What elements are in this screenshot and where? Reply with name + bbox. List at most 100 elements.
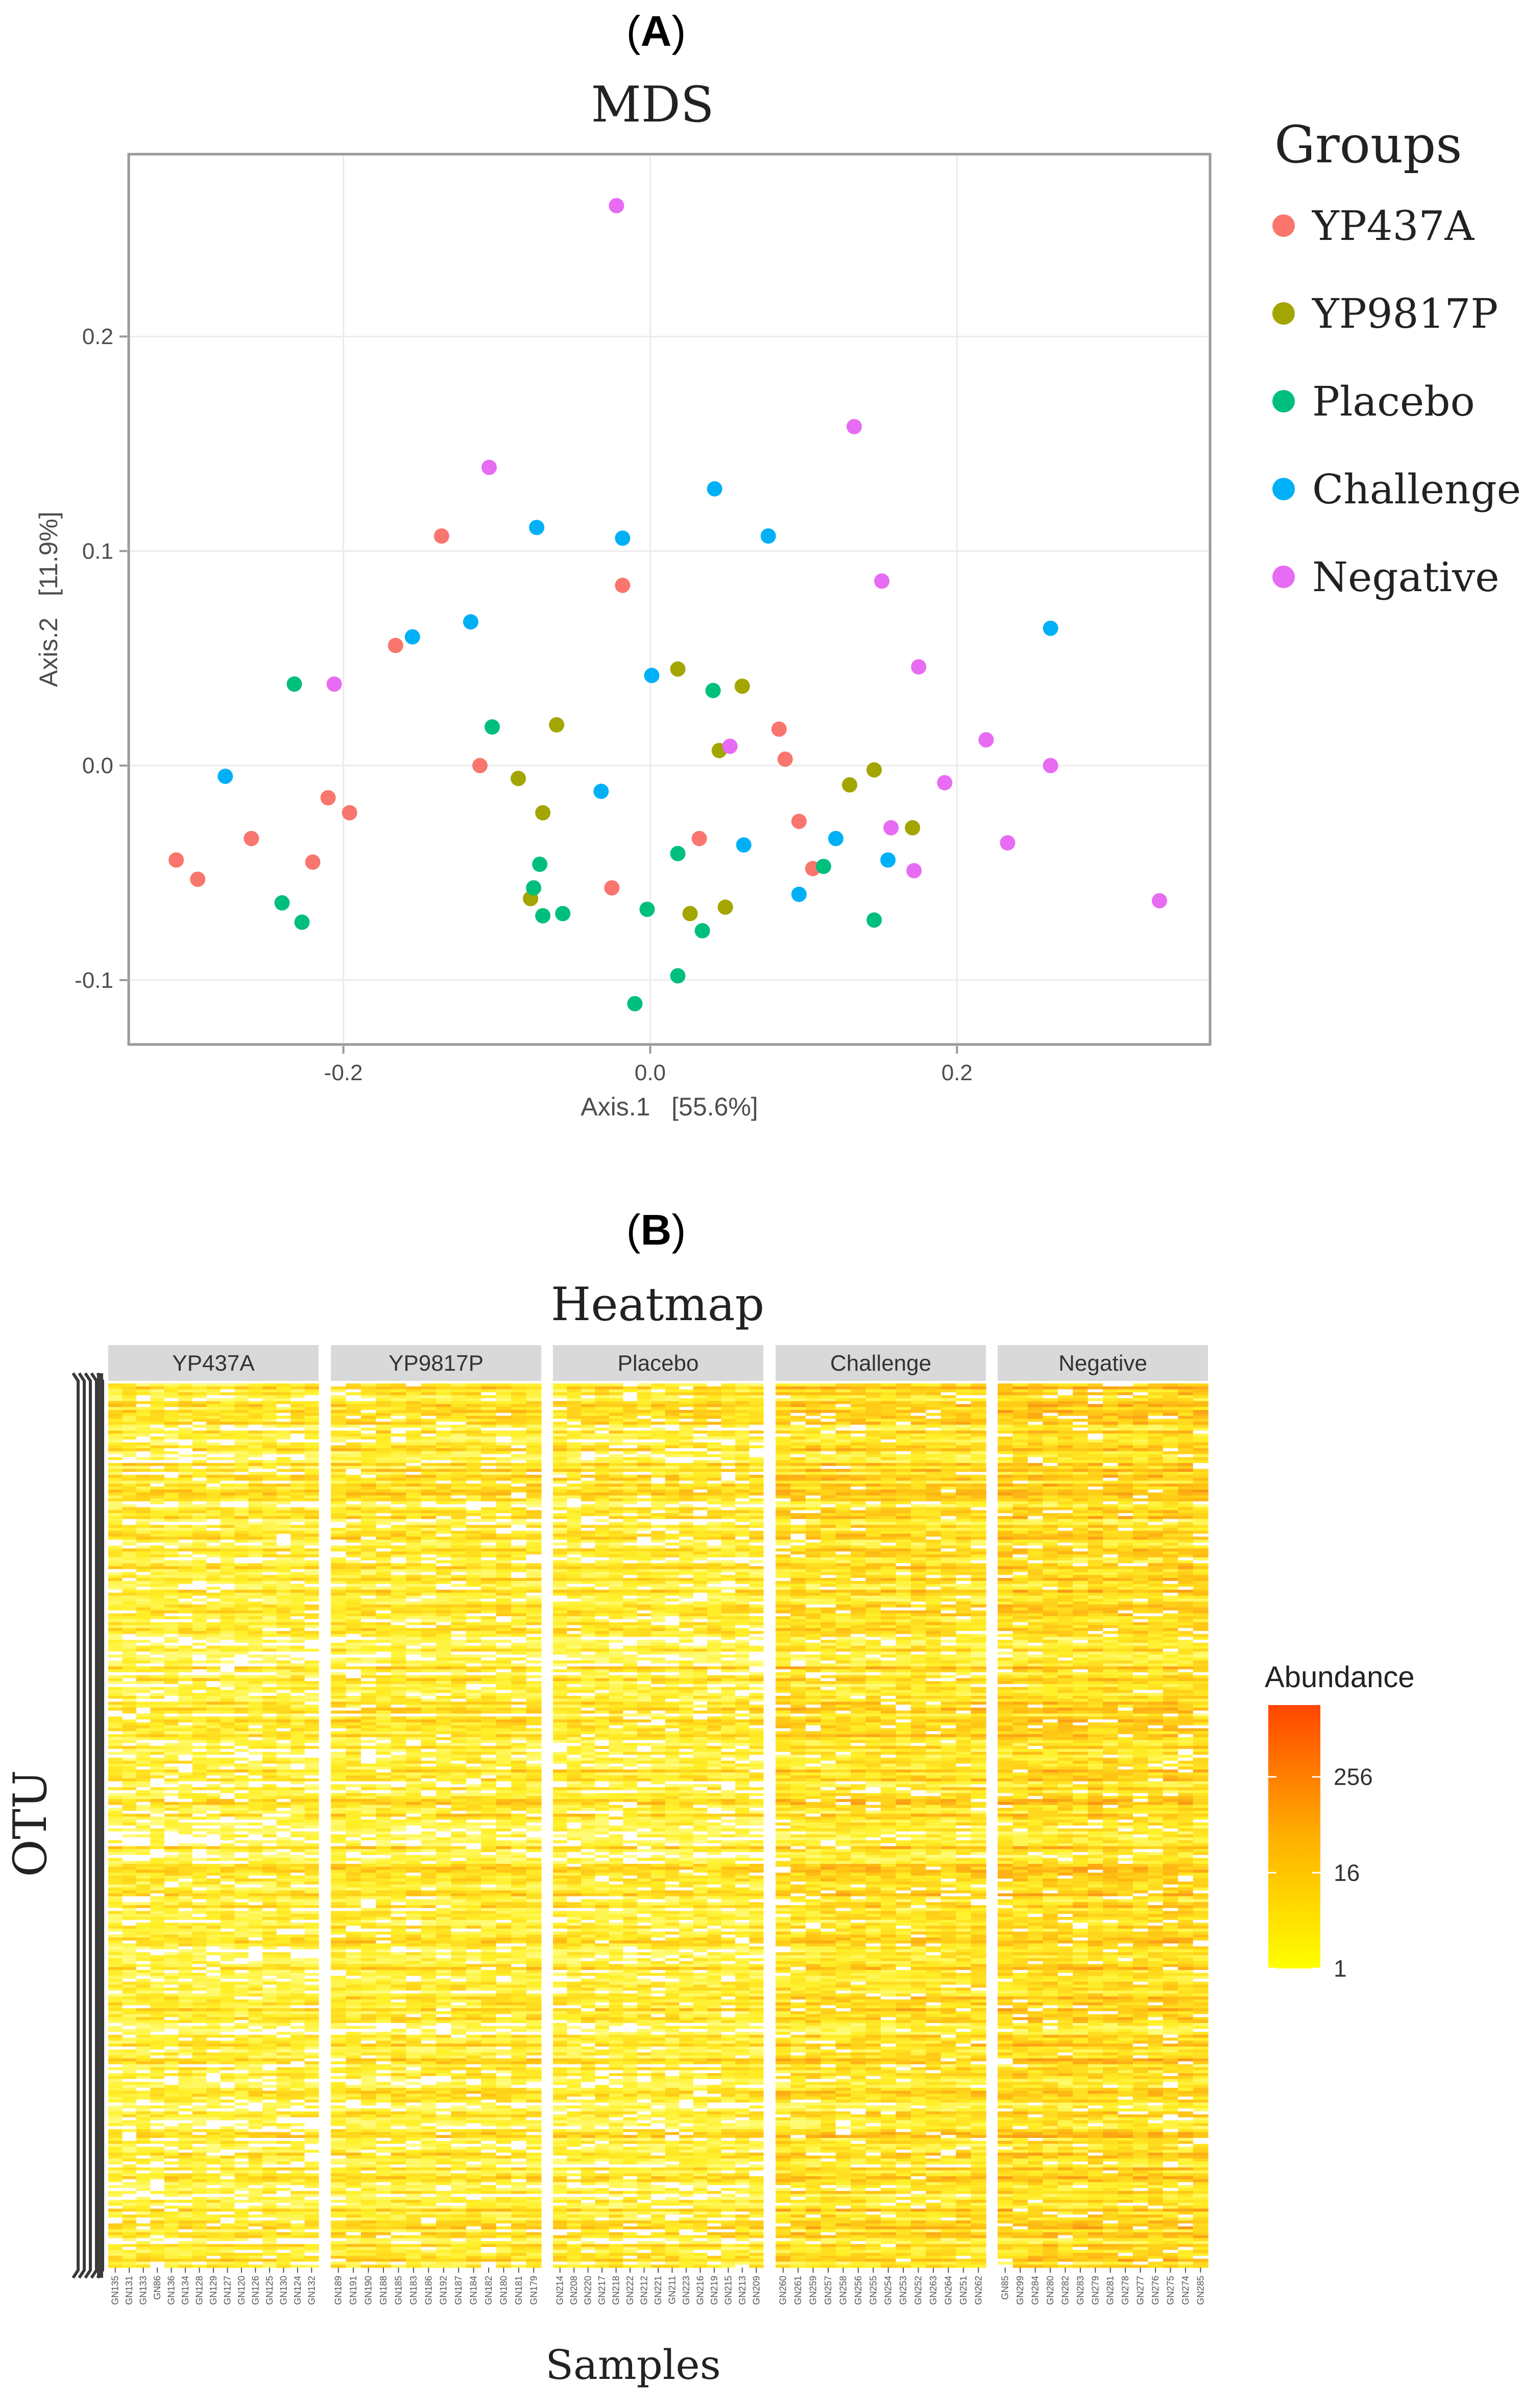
heatmap-cell [277,1493,291,1496]
heatmap-cell [305,1693,319,1696]
point-yp437a [604,880,619,895]
heatmap-cell [262,1475,277,1478]
heatmap-cell [262,1646,277,1649]
heatmap-cell [192,1681,207,1684]
heatmap-cell [221,1563,235,1566]
heatmap-cell [291,1637,305,1640]
heatmap-cell [136,1672,151,1675]
heatmap-cell [150,1658,164,1661]
point-placebo [695,923,710,938]
heatmap-cell [249,1593,263,1596]
heatmap-cell [192,1419,207,1422]
legend-item-yp9817p: YP9817P [1272,290,1498,337]
heatmap-cell [305,1534,319,1537]
heatmap-cell [249,1546,263,1549]
heatmap-cell [291,1587,305,1590]
heatmap-cell [178,1649,192,1652]
heatmap-cell [234,1631,249,1634]
heatmap-cell [164,1558,179,1561]
heatmap-cell [305,1448,319,1451]
heatmap-cell [164,1578,179,1581]
heatmap-cell [249,1410,263,1413]
heatmap-cell [262,1604,277,1608]
heatmap-cell [136,1528,151,1531]
heatmap-cell [249,1634,263,1637]
heatmap-cell [178,1537,192,1540]
heatmap-cell [206,1442,221,1445]
heatmap-cell [136,1616,151,1619]
heatmap-cell [136,1575,151,1578]
heatmap-cell [221,1413,235,1416]
point-negative [722,739,738,754]
heatmap-cell [136,1637,151,1640]
heatmap-cell [305,1433,319,1437]
heatmap-cell [221,1619,235,1622]
heatmap-cell [262,1451,277,1454]
heatmap-cell [262,1425,277,1428]
heatmap-cell [277,1413,291,1416]
heatmap-cell [206,1460,221,1463]
heatmap-cell [122,1628,136,1631]
heatmap-cell [206,1560,221,1563]
heatmap-cell [178,1625,192,1628]
heatmap-cell [206,1628,221,1631]
heatmap-cell [136,1407,151,1410]
heatmap-cell [178,1687,192,1690]
heatmap-cell [305,1490,319,1493]
heatmap-cell [108,1590,123,1593]
heatmap-cell [192,1613,207,1616]
heatmap-cell [206,1525,221,1528]
heatmap-cell [305,1690,319,1693]
heatmap-cell [291,1661,305,1664]
heatmap-cell [262,1563,277,1566]
legend-swatch [1272,214,1295,237]
heatmap-cell [136,1608,151,1611]
heatmap-cell [262,1696,277,1699]
heatmap-cell [221,1534,235,1537]
heatmap-cell [234,1566,249,1569]
heatmap-cell [122,1416,136,1419]
heatmap-cell [221,1493,235,1496]
heatmap-cell [178,1460,192,1463]
heatmap-cell [249,1581,263,1584]
heatmap-cell [122,1460,136,1463]
heatmap-cell [277,1572,291,1575]
heatmap-cell [249,1622,263,1625]
heatmap-cell [291,1507,305,1510]
heatmap-cell [277,1543,291,1546]
heatmap-cell [150,1687,164,1690]
heatmap-cell [291,1613,305,1616]
heatmap-cell [164,1651,179,1655]
heatmap-cell [291,1678,305,1681]
heatmap-cell [234,1410,249,1413]
heatmap-cell [305,1705,319,1708]
heatmap-cell [234,1672,249,1675]
heatmap-cell [192,1672,207,1675]
heatmap-cell [262,1433,277,1437]
heatmap-cell [178,1398,192,1401]
heatmap-cell [262,1383,277,1387]
heatmap-cell [108,1383,123,1387]
heatmap-cell [249,1598,263,1601]
facet-yp437a: YP437AGN135 GN131 GN133 GN86 GN136 GN134 GN128… [108,1345,319,2305]
heatmap-cell [262,1575,277,1578]
heatmap-cell [262,1611,277,1614]
heatmap-cell [192,1463,207,1466]
heatmap-cell [221,1569,235,1572]
heatmap-cell [178,1546,192,1549]
heatmap-cell [206,1669,221,1672]
heatmap-cell [122,1498,136,1501]
heatmap-cell [262,1596,277,1599]
heatmap-cell [249,1690,263,1693]
otu-dendrogram [73,1373,103,2278]
heatmap-cell [291,1404,305,1407]
heatmap-cell [305,1560,319,1563]
heatmap-cell [178,1554,192,1558]
heatmap-cell [262,1448,277,1451]
heatmap-cell [262,1616,277,1619]
heatmap-cell [178,1513,192,1516]
heatmap-cell [206,1513,221,1516]
heatmap-cell [108,1643,123,1646]
heatmap-cell [192,1581,207,1584]
heatmap-cell [136,1440,151,1443]
